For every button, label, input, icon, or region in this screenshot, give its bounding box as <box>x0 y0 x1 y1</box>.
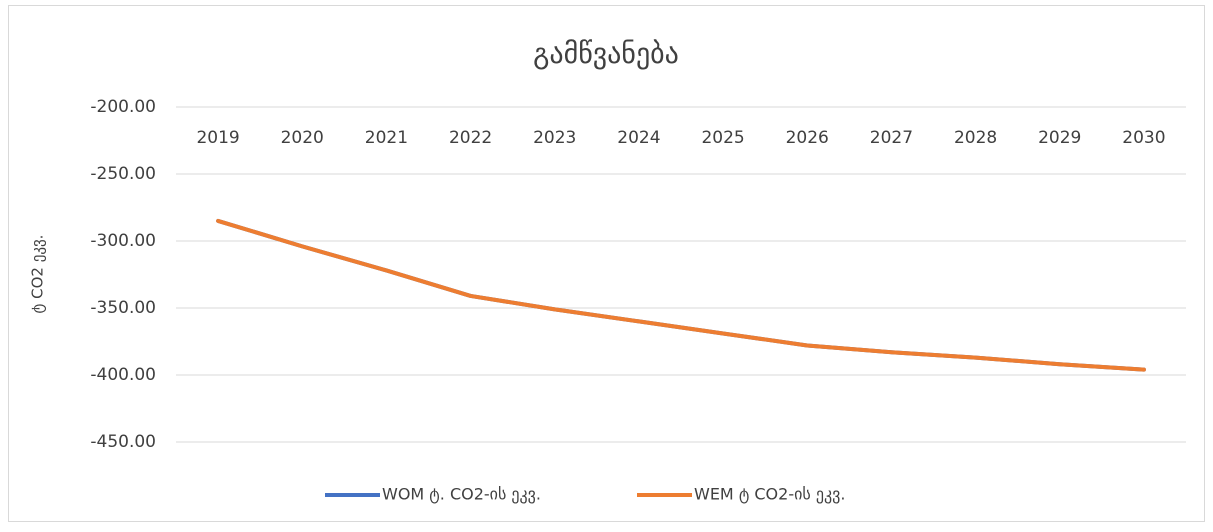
x-tick-label: 2024 <box>617 128 660 148</box>
legend-label: WEM ტ CO2-ის ეკვ. <box>694 485 845 504</box>
chart-border <box>8 5 1205 522</box>
chart-title: გამწვანება <box>533 37 679 70</box>
x-tick-label: 2026 <box>786 128 829 148</box>
y-tick-label: -450.00 <box>90 432 156 452</box>
y-tick-label: -350.00 <box>90 298 156 318</box>
x-tick-label: 2020 <box>281 128 324 148</box>
x-tick-label: 2028 <box>954 128 997 148</box>
x-tick-label: 2022 <box>449 128 492 148</box>
y-axis-label: ტ CO2 ეკვ. <box>29 235 47 314</box>
x-tick-label: 2023 <box>533 128 576 148</box>
legend-label: WOM ტ. CO2-ის ეკვ. <box>382 485 541 504</box>
line-series <box>216 218 1146 372</box>
x-tick-label: 2025 <box>701 128 744 148</box>
y-tick-label: -300.00 <box>90 231 156 251</box>
x-tick-label: 2027 <box>870 128 913 148</box>
y-tick-label: -400.00 <box>90 365 156 385</box>
x-tick-label: 2030 <box>1122 128 1165 148</box>
x-tick-label: 2021 <box>365 128 408 148</box>
x-tick-label: 2029 <box>1038 128 1081 148</box>
x-tick-label: 2019 <box>196 128 239 148</box>
y-tick-label: -250.00 <box>90 164 156 184</box>
y-tick-label: -200.00 <box>90 97 156 117</box>
